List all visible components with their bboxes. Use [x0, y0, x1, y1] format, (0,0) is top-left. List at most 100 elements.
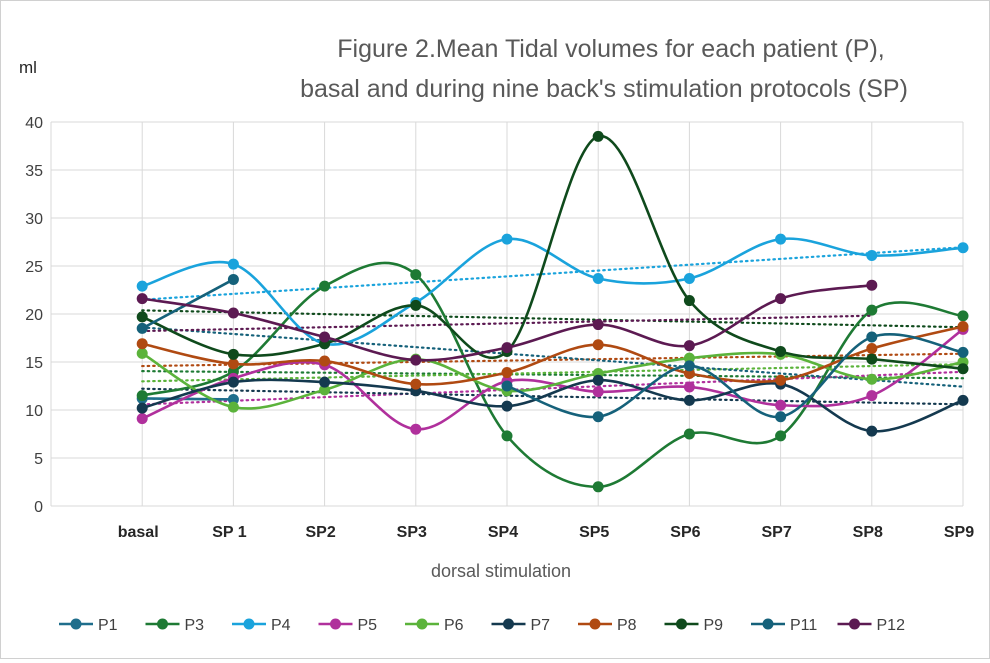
- series-line-p11: [506, 332, 964, 419]
- data-point-p4-sp7: [775, 233, 787, 245]
- data-point-p9-sp-1: [227, 348, 239, 360]
- legend-label-p5: P5: [358, 617, 378, 634]
- legend-marker-p11: [762, 618, 774, 630]
- data-point-p8-sp7: [775, 374, 787, 386]
- legend-marker-p5: [330, 618, 341, 630]
- series-lines: [136, 130, 969, 493]
- data-point-p11-sp7: [775, 411, 787, 423]
- x-tick-label-sp2: SP2: [305, 524, 335, 541]
- data-point-p12-basal: [136, 293, 148, 305]
- data-point-p3-sp8: [866, 304, 878, 316]
- data-point-p7-sp4: [501, 400, 513, 412]
- data-point-p12-sp5: [592, 319, 604, 331]
- data-point-p9-sp8: [866, 353, 878, 365]
- data-point-p3-sp4: [501, 430, 513, 442]
- legend-marker-p7: [503, 618, 514, 630]
- data-point-p3-sp6: [683, 428, 695, 440]
- data-point-p11-sp9: [957, 346, 969, 358]
- data-point-p7-sp5: [592, 374, 604, 386]
- data-point-p4-basal: [136, 280, 148, 292]
- legend-marker-p3: [157, 618, 168, 630]
- y-axis-ticks: 0 5 10 15 20 25 30 35 40: [25, 115, 43, 516]
- data-point-p3-sp7: [775, 430, 787, 442]
- legend-label-p6: P6: [444, 617, 464, 634]
- y-axis-unit-label: ml: [19, 58, 37, 77]
- x-tick-label-basal: basal: [118, 524, 159, 541]
- data-point-p9-sp6: [683, 295, 695, 307]
- data-point-p9-sp3: [410, 299, 422, 311]
- y-tick-label: 0: [34, 499, 43, 516]
- series-line-p9: [141, 135, 964, 371]
- data-point-p12-sp3: [410, 354, 422, 366]
- data-point-p3-sp3: [410, 269, 422, 281]
- data-point-p5-sp3: [410, 423, 422, 435]
- x-axis-ticks: basal SP 1 SP2 SP3 SP4 SP5 SP6 SP7 SP8 SP9: [118, 524, 974, 541]
- data-point-p6-sp6: [683, 352, 695, 364]
- data-point-p7-sp2: [319, 376, 331, 388]
- data-point-p8-sp4: [501, 367, 513, 379]
- legend-label-p7: P7: [531, 617, 551, 634]
- data-point-p9-sp5: [592, 130, 604, 142]
- y-tick-label: 20: [25, 307, 43, 324]
- data-point-p7-sp8: [866, 425, 878, 437]
- series-line-p4: [141, 237, 964, 346]
- data-point-p3-sp2: [319, 280, 331, 292]
- data-point-p8-sp9: [957, 320, 969, 332]
- x-axis-title: dorsal stimulation: [431, 561, 571, 581]
- data-point-p4-sp5: [592, 272, 604, 284]
- y-tick-label: 35: [25, 163, 43, 180]
- legend-marker-p4: [243, 618, 255, 630]
- y-tick-label: 10: [25, 403, 43, 420]
- data-point-p6-sp-1: [227, 401, 239, 413]
- x-tick-label-sp4: SP4: [488, 524, 518, 541]
- x-tick-label-sp6: SP6: [670, 524, 700, 541]
- data-point-p5-sp6: [683, 381, 695, 393]
- data-point-p8-sp-1: [227, 358, 239, 370]
- series-line-p7: [141, 378, 964, 433]
- x-tick-label-sp7: SP7: [761, 524, 791, 541]
- series-line-p8: [141, 325, 964, 386]
- data-point-p7-sp9: [957, 394, 969, 406]
- legend-marker-p6: [416, 618, 428, 630]
- legend-marker-p8: [589, 618, 601, 630]
- data-point-p9-sp9: [957, 363, 969, 375]
- data-point-p8-sp8: [866, 343, 878, 355]
- data-point-p5-sp8: [866, 390, 878, 402]
- y-tick-label: 30: [25, 211, 43, 228]
- x-tick-label-sp9: SP9: [944, 524, 974, 541]
- data-point-p12-sp2: [319, 331, 331, 343]
- data-point-p12-sp7: [775, 293, 787, 305]
- legend-label-p8: P8: [617, 617, 637, 634]
- data-point-p12-sp8: [866, 279, 878, 291]
- data-point-p7-sp-1: [227, 376, 239, 388]
- x-tick-label-sp8: SP8: [853, 524, 883, 541]
- series-line-p3: [141, 261, 964, 489]
- data-point-p11-sp-1: [227, 273, 239, 285]
- data-point-p4-sp8: [866, 249, 878, 261]
- data-point-p12-sp6: [683, 340, 695, 352]
- data-point-p8-sp5: [592, 339, 604, 351]
- legend-label-p3: P3: [185, 617, 205, 634]
- trendline-p9: [141, 309, 965, 329]
- data-point-p12-sp4: [501, 342, 513, 354]
- y-tick-label: 5: [34, 451, 43, 468]
- trendline-p4: [141, 246, 965, 301]
- data-point-p6-basal: [136, 347, 148, 359]
- x-tick-label-sp5: SP5: [579, 524, 609, 541]
- legend-marker-p12: [849, 618, 860, 630]
- data-point-p3-basal: [136, 390, 148, 402]
- data-point-p8-sp2: [319, 355, 331, 367]
- data-point-p11-sp6: [683, 360, 695, 372]
- data-point-p4-sp6: [683, 272, 695, 284]
- data-point-p12-sp-1: [227, 307, 239, 319]
- data-point-p4-sp9: [957, 242, 969, 254]
- data-point-p4-sp-1: [227, 258, 239, 270]
- x-tick-label-sp-1: SP 1: [212, 524, 247, 541]
- data-point-p11-sp4: [501, 380, 513, 392]
- data-point-p8-sp6: [683, 368, 695, 380]
- data-point-p9-basal: [136, 311, 148, 323]
- data-point-p7-basal: [136, 402, 148, 414]
- legend-label-p9: P9: [704, 617, 724, 634]
